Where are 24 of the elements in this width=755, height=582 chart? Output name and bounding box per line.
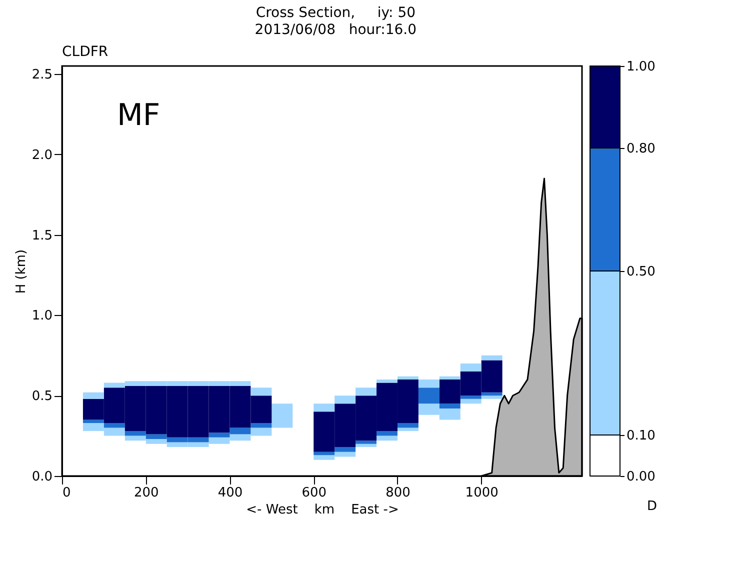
x-tick-label: 400 (218, 486, 243, 500)
text: CLDFR (62, 44, 108, 60)
color-bar-label: 0.80 (626, 142, 656, 156)
x-tick-label: 1000 (465, 486, 498, 500)
color-bar-label: 0.00 (626, 470, 656, 484)
y-tick-label: 1.0 (32, 308, 52, 324)
annotation: MF (117, 98, 160, 133)
y-axis-title: H (km) (14, 249, 29, 294)
x-tick-label: 600 (302, 486, 327, 500)
y-tick-label: 1.5 (32, 228, 52, 244)
y-tick-label: 2.0 (32, 148, 52, 163)
x-axis-title: <- West km East -> (246, 502, 399, 518)
color-bar-title: D (646, 499, 658, 514)
chart-subtitle: 2013/06/08 hour:16.0 (254, 22, 417, 38)
x-tick-label: 800 (386, 486, 410, 500)
y-tick-label: 0.0 (32, 470, 52, 484)
color-bar-label: 0.10 (626, 428, 656, 444)
color-bar-label: 0.50 (626, 264, 656, 280)
y-tick-label: 0.5 (32, 389, 52, 404)
x-tick-label: 0 (62, 486, 71, 500)
y-tick-label: 2.5 (32, 68, 52, 83)
x-tick-label: 200 (134, 486, 159, 500)
color-bar-label: 1.00 (626, 60, 656, 74)
chart-title: Cross Section, iy: 50 (256, 5, 416, 21)
